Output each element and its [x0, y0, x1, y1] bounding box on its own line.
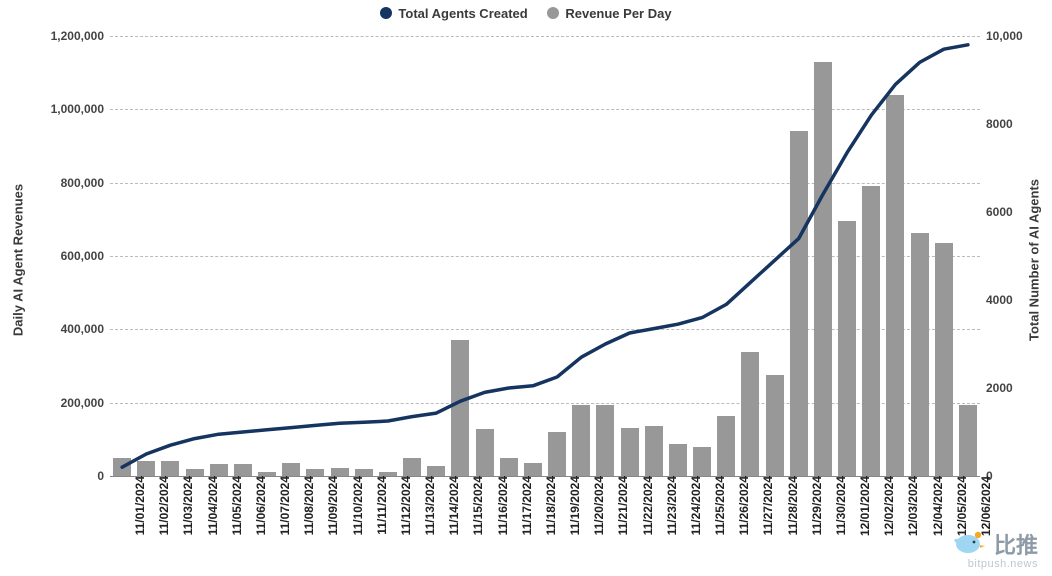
xtick: 11/06/2024	[248, 476, 268, 535]
xtick: 11/04/2024	[200, 476, 220, 535]
xtick: 11/08/2024	[296, 476, 316, 535]
legend-swatch-bar	[547, 7, 559, 19]
xtick: 11/27/2024	[755, 476, 775, 535]
xtick: 11/30/2024	[828, 476, 848, 535]
xtick: 11/26/2024	[731, 476, 751, 535]
legend: Total Agents Created Revenue Per Day	[0, 6, 1052, 21]
xtick: 11/07/2024	[272, 476, 292, 535]
xtick: 11/22/2024	[635, 476, 655, 535]
trend-line	[122, 45, 968, 467]
watermark: 比推 bitpush.news	[952, 528, 1038, 570]
xtick: 11/01/2024	[127, 476, 147, 535]
xtick: 11/12/2024	[393, 476, 413, 535]
xtick: 11/02/2024	[151, 476, 171, 535]
ytick-left: 200,000	[61, 396, 110, 410]
ytick-left: 600,000	[61, 249, 110, 263]
xtick: 12/03/2024	[900, 476, 920, 536]
line-layer	[110, 36, 980, 476]
xtick: 11/23/2024	[659, 476, 679, 535]
legend-label-bar: Revenue Per Day	[565, 6, 671, 21]
watermark-text: 比推	[994, 528, 1038, 560]
ytick-right: 4000	[980, 293, 1013, 307]
xtick: 11/21/2024	[610, 476, 630, 535]
xtick: 11/14/2024	[441, 476, 461, 535]
xtick: 12/04/2024	[925, 476, 945, 536]
ytick-right: 8000	[980, 117, 1013, 131]
xtick: 11/25/2024	[707, 476, 727, 535]
xtick: 11/20/2024	[586, 476, 606, 535]
xtick: 11/17/2024	[514, 476, 534, 535]
xtick: 11/05/2024	[224, 476, 244, 535]
xtick: 12/01/2024	[852, 476, 872, 536]
legend-label-line: Total Agents Created	[398, 6, 527, 21]
xtick: 11/10/2024	[345, 476, 365, 535]
plot-area: 0200,000400,000600,000800,0001,000,0001,…	[110, 36, 980, 476]
xtick: 11/15/2024	[465, 476, 485, 535]
y-axis-left-label: Daily AI Agent Revenues	[11, 184, 26, 336]
legend-swatch-line	[380, 7, 392, 19]
ytick-left: 800,000	[61, 176, 110, 190]
xtick: 11/13/2024	[417, 476, 437, 535]
xtick: 11/19/2024	[562, 476, 582, 535]
xtick: 11/11/2024	[369, 476, 389, 535]
xtick: 11/28/2024	[780, 476, 800, 535]
xtick: 11/09/2024	[320, 476, 340, 535]
xtick: 11/29/2024	[804, 476, 824, 535]
ytick-left: 0	[97, 469, 110, 483]
bird-icon	[952, 529, 986, 560]
ytick-right: 10,000	[980, 29, 1023, 43]
chart-container: Total Agents Created Revenue Per Day Dai…	[0, 0, 1052, 576]
y-axis-right-label: Total Number of AI Agents	[1027, 179, 1042, 341]
ytick-right: 2000	[980, 381, 1013, 395]
xtick: 11/16/2024	[490, 476, 510, 535]
ytick-right: 6000	[980, 205, 1013, 219]
xtick: 12/02/2024	[876, 476, 896, 536]
xtick: 11/03/2024	[175, 476, 195, 535]
xtick: 11/24/2024	[683, 476, 703, 535]
ytick-left: 400,000	[61, 322, 110, 336]
ytick-left: 1,000,000	[51, 102, 110, 116]
xtick: 11/18/2024	[538, 476, 558, 535]
ytick-left: 1,200,000	[51, 29, 110, 43]
